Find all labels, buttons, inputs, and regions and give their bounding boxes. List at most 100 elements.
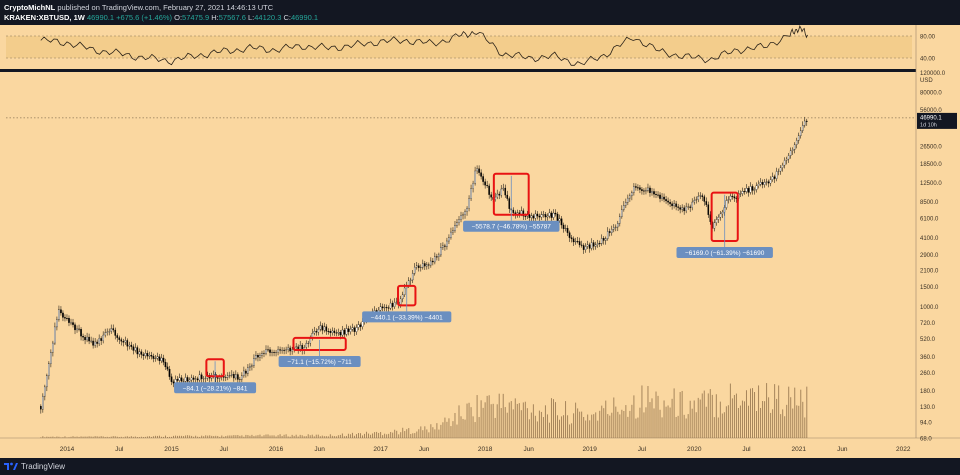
volume-bar [615,406,617,438]
candle-body [245,370,247,374]
candle-body [677,206,679,208]
candle-body [68,318,70,323]
volume-bar [134,436,136,438]
candle-body [154,357,157,359]
candle-body [655,194,657,196]
volume-bar [703,390,705,438]
volume-bar [482,407,484,438]
volume-bar [565,401,567,438]
volume-bar [454,412,456,438]
volume-bar [673,388,675,438]
volume-bar [191,435,193,438]
candle-body [715,219,718,223]
candle-body [631,192,633,197]
volume-bar [424,426,426,438]
time-tick-label-5: Jun [314,446,325,453]
candle-body [594,244,597,247]
open-label: O: [174,13,183,22]
candle-body [158,356,161,361]
volume-bar [675,417,677,438]
candle-body [520,210,523,215]
tradingview-logo-icon[interactable] [4,461,18,471]
volume-bar [512,409,514,438]
measure-label-2: −440.1 (−33.39%) −4401 [371,314,443,321]
candle-body [182,381,185,382]
candle-body [162,357,165,363]
candle-body [751,186,754,191]
volume-bar [60,437,62,438]
volume-bar [245,434,247,438]
volume-bar [414,433,416,438]
candle-body [460,215,462,220]
volume-bar [406,429,408,438]
candle-body [196,378,199,381]
volume-bar [376,431,378,438]
volume-bar [313,436,315,438]
volume-bar [464,419,466,438]
candle-body [705,201,708,205]
volume-bar [699,399,701,438]
candle-body [725,200,728,208]
price-tick-label-2: 26500.0 [920,144,942,150]
candle-body [540,214,543,218]
volume-bar [90,436,92,438]
volume-bar [82,436,84,438]
volume-bar [575,402,577,438]
volume-bar [374,432,376,438]
volume-bar [731,398,733,438]
candle-body [261,353,263,356]
volume-bar [540,411,542,438]
volume-bar [112,436,114,438]
candle-body [172,381,175,384]
candle-body [357,324,360,328]
candle-body [361,321,364,327]
volume-bar [436,423,438,438]
candle-body [697,196,700,200]
candle-body [566,228,569,233]
candle-body [237,374,239,380]
author-name[interactable]: CryptoMichNL [4,3,56,12]
candle-body [54,326,56,344]
candle-body [512,209,515,213]
volume-bar [40,437,42,438]
price-tick-label-13: 520.0 [920,337,936,343]
price-tick-label-18: 94.0 [920,421,932,427]
volume-bar [106,436,108,438]
candle-body [50,352,52,364]
candle-body [150,355,153,357]
volume-bar [625,405,627,438]
volume-bar [468,402,470,438]
volume-bar [408,428,410,438]
candle-body [403,287,406,295]
volume-bar [639,407,641,438]
volume-bar [366,431,368,438]
price-tick-label-15: 260.0 [920,371,936,377]
candle-body [703,196,706,202]
volume-bar [179,435,181,438]
symbol-label[interactable]: KRAKEN:XBTUSD, 1W [4,13,85,22]
candle-body [116,335,119,338]
candle-body [486,185,488,187]
candle-body [180,377,183,382]
candle-body [84,337,86,341]
tradingview-brand[interactable]: TradingView [21,462,66,471]
volume-bar [265,434,267,438]
volume-bar [478,417,480,438]
volume-bar [645,407,647,438]
volume-bar [217,435,219,438]
volume-bar [177,435,179,438]
candle-body [86,336,88,341]
volume-bar [661,417,663,438]
volume-bar [255,435,257,438]
candle-body [759,182,762,185]
volume-bar [605,400,607,438]
candle-body [287,347,289,350]
candle-body [779,167,782,172]
candle-body [257,355,259,358]
volume-bar [337,435,339,438]
volume-bar [169,436,171,438]
candle-body [476,168,478,172]
candle-body [582,245,585,250]
